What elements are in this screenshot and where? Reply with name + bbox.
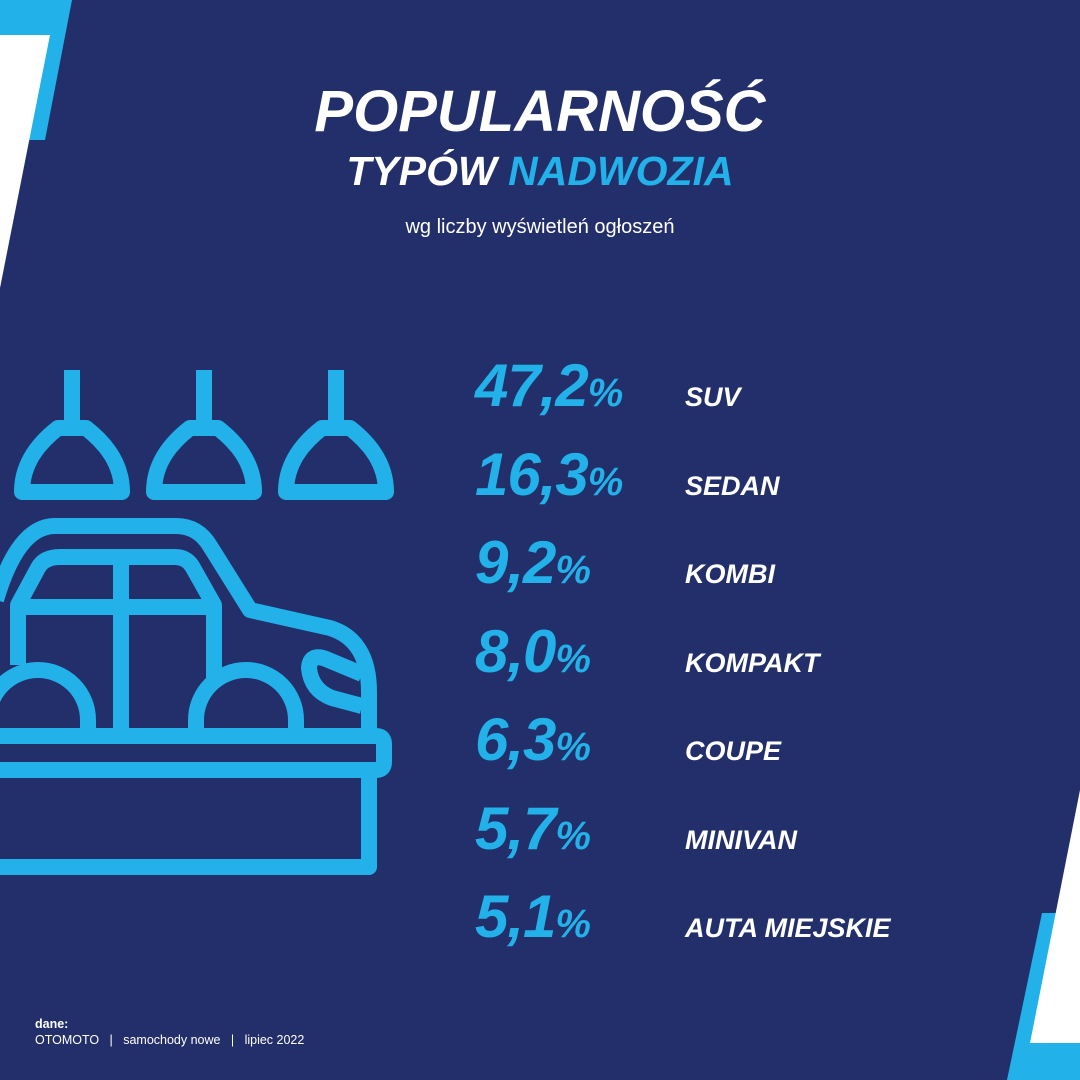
percent-sign: % (555, 636, 591, 681)
stat-percentage: 5,7% (475, 798, 591, 859)
stat-label: KOMBI (685, 559, 775, 589)
stat-label: MINIVAN (685, 824, 797, 855)
percent-sign: % (587, 371, 624, 415)
stat-label: SUV (685, 382, 741, 412)
stat-value: 8,0 (475, 617, 556, 685)
stat-label: AUTA MIEJSKIE (685, 913, 891, 943)
stat-label: COUPE (685, 736, 782, 766)
lamp-icon (278, 370, 394, 500)
stat-row: 5,7% MINIVAN (475, 781, 1075, 869)
stat-label: SEDAN (685, 470, 780, 501)
percent-sign: % (555, 548, 591, 592)
stat-percentage: 16,3% (475, 444, 624, 505)
footer-label: dane: (35, 1017, 69, 1031)
footer-source: OTOMOTO | samochody nowe | lipiec 2022 (35, 1033, 305, 1047)
stat-value: 16,3 (475, 440, 589, 508)
stat-row: 47,2% SUV (475, 338, 1075, 426)
lamp-icon (146, 370, 262, 500)
stat-value: 47,2 (475, 352, 589, 419)
car-icon (0, 518, 377, 740)
display-platform-icon (0, 728, 392, 875)
stat-row: 9,2% KOMBI (475, 515, 1075, 603)
percent-sign: % (555, 725, 591, 769)
stat-row: 16,3% SEDAN (475, 427, 1075, 515)
title-white-part: TYPÓW (346, 148, 497, 194)
title-line-2: TYPÓW NADWOZIA (0, 148, 1080, 195)
stat-label: KOMPAKT (685, 647, 820, 678)
percent-sign: % (555, 813, 591, 858)
stat-row: 5,1% AUTA MIEJSKIE (475, 869, 1075, 957)
car-showroom-icon (0, 370, 394, 875)
stat-value: 6,3 (475, 706, 556, 773)
title-accent-part: NADWOZIA (508, 148, 734, 194)
stat-percentage: 8,0% (475, 621, 591, 682)
stat-row: 8,0% KOMPAKT (475, 604, 1075, 692)
bottom-right-white-stripe (1030, 790, 1080, 1043)
stat-percentage: 9,2% (475, 533, 591, 593)
subtitle: wg liczby wyświetleń ogłoszeń (405, 216, 675, 238)
stat-value: 5,7 (475, 794, 556, 862)
stat-percentage: 6,3% (475, 710, 591, 770)
percent-sign: % (587, 459, 624, 504)
percent-sign: % (555, 902, 591, 946)
stat-value: 5,1 (475, 883, 556, 950)
lamp-icon (14, 370, 130, 500)
stat-percentage: 5,1% (475, 887, 591, 947)
stat-value: 9,2 (475, 529, 556, 596)
stat-row: 6,3% COUPE (475, 692, 1075, 780)
stat-percentage: 47,2% (475, 356, 623, 416)
title-line-1: POPULARNOŚĆ (314, 79, 766, 144)
top-left-white-stripe (0, 35, 50, 288)
